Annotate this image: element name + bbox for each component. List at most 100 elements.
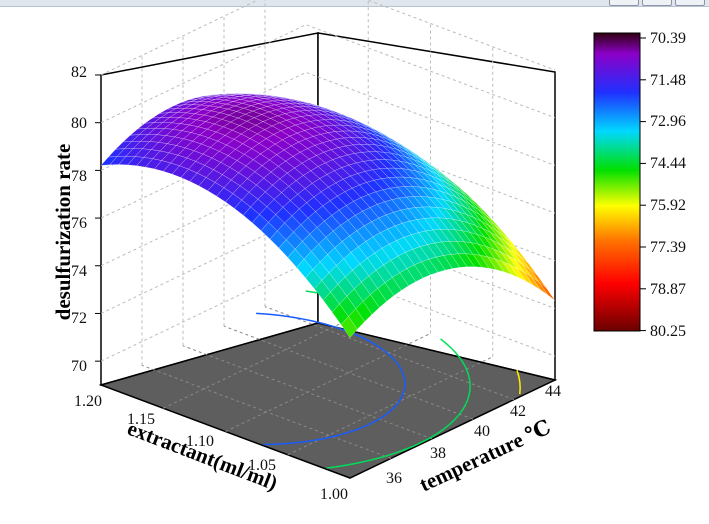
surface-cell bbox=[161, 116, 180, 124]
surface-cell bbox=[304, 182, 322, 198]
surface-cell bbox=[188, 96, 206, 101]
surface-cell bbox=[259, 106, 278, 113]
surface-cell bbox=[318, 105, 335, 112]
surface-cell bbox=[380, 140, 398, 150]
surface-cell bbox=[312, 134, 331, 144]
surface-cell bbox=[389, 147, 407, 158]
surface-cell bbox=[281, 102, 299, 108]
floor-gridline bbox=[141, 364, 392, 459]
y-tick-label: 42 bbox=[510, 403, 526, 420]
surface-cell bbox=[371, 168, 390, 179]
surface-cell bbox=[183, 132, 201, 142]
x-tick-label: 1.20 bbox=[74, 393, 102, 410]
surface-cell bbox=[352, 119, 369, 128]
surface-cell bbox=[382, 187, 400, 200]
z-tick-label: 76 bbox=[71, 215, 87, 232]
surface-cell bbox=[257, 191, 275, 207]
surface-cell bbox=[423, 172, 441, 185]
colorbar bbox=[593, 32, 641, 332]
surface-cell bbox=[472, 253, 490, 269]
surface-cell bbox=[355, 161, 374, 172]
surface-cell bbox=[330, 283, 348, 305]
surface-cell bbox=[242, 206, 260, 224]
surface-cell bbox=[224, 97, 241, 102]
colorbar-label: 80.25 bbox=[650, 323, 686, 340]
surface-cell bbox=[303, 103, 321, 109]
contour-line bbox=[516, 370, 521, 395]
surface-cell bbox=[282, 135, 300, 147]
surface-cell bbox=[264, 97, 281, 102]
surface-cell bbox=[415, 170, 434, 183]
surface-cell bbox=[172, 123, 191, 131]
surface-cell bbox=[234, 199, 251, 216]
window-button[interactable] bbox=[642, 0, 672, 6]
surface-cell bbox=[298, 202, 316, 219]
surface-cell bbox=[278, 239, 296, 258]
surface-cell bbox=[457, 203, 475, 218]
surface-cell bbox=[195, 153, 213, 166]
surface-cell bbox=[394, 222, 412, 238]
surface-cell bbox=[448, 241, 467, 255]
surface-cell bbox=[278, 119, 297, 128]
surface-cell bbox=[315, 205, 333, 222]
surface-cell bbox=[290, 106, 308, 112]
surface-cell bbox=[456, 241, 474, 255]
surface-cell bbox=[267, 143, 285, 155]
surface-cell bbox=[367, 144, 385, 153]
surface-cell bbox=[420, 196, 438, 208]
x-axis: 1.20 1.15 1.10 1.05 1.00 bbox=[74, 393, 348, 503]
surface-cell bbox=[328, 182, 346, 197]
surface-cell bbox=[359, 257, 377, 277]
surface-cell bbox=[330, 115, 347, 122]
surface-cell bbox=[396, 149, 414, 160]
surface-cell bbox=[355, 126, 373, 135]
surface-cell bbox=[377, 159, 396, 169]
surface-cell bbox=[305, 269, 323, 290]
floor-gridline bbox=[225, 333, 431, 432]
surface-cell bbox=[184, 104, 202, 109]
contour-line bbox=[326, 338, 471, 469]
surface-cell bbox=[256, 129, 275, 139]
surface-cell bbox=[433, 189, 452, 202]
surface-cell bbox=[466, 214, 483, 229]
surface-cell bbox=[284, 97, 301, 102]
surface-cell bbox=[339, 295, 357, 317]
surface-cell bbox=[398, 196, 416, 209]
window-button[interactable] bbox=[609, 0, 639, 6]
surface-cell bbox=[401, 145, 418, 157]
surface-cell bbox=[366, 252, 384, 271]
surface-cell bbox=[218, 144, 236, 156]
surface-cell bbox=[313, 191, 331, 207]
surface-cell bbox=[207, 182, 225, 197]
surface-cell bbox=[200, 137, 219, 148]
surface-cell bbox=[488, 225, 505, 242]
floor-contours bbox=[256, 290, 521, 469]
window-button[interactable] bbox=[675, 0, 705, 6]
surface-cell bbox=[495, 229, 513, 247]
surface-cell bbox=[326, 170, 344, 184]
surface-cell bbox=[340, 315, 358, 339]
surface-cell bbox=[292, 151, 310, 164]
surface-cell bbox=[411, 186, 429, 198]
surface-cell bbox=[291, 208, 309, 225]
surface-cell bbox=[144, 117, 162, 124]
surface-cell bbox=[436, 173, 454, 187]
x-tick-label: 1.05 bbox=[248, 457, 276, 474]
surface-cell bbox=[428, 256, 446, 273]
x-tick-label: 1.10 bbox=[186, 433, 214, 450]
x-tick-label: 1.00 bbox=[320, 486, 348, 503]
colorbar-label: 74.44 bbox=[650, 155, 686, 172]
surface-cell bbox=[362, 294, 380, 315]
surface-cell bbox=[435, 169, 452, 183]
floor-plane bbox=[98, 322, 558, 479]
surface-cell bbox=[262, 118, 281, 127]
surface-cell bbox=[273, 192, 291, 208]
surface-cell bbox=[392, 272, 409, 291]
surface-cell bbox=[217, 103, 236, 110]
colorbar-label: 78.87 bbox=[650, 281, 686, 298]
surface-cell bbox=[176, 108, 195, 114]
surface-cell bbox=[210, 106, 229, 113]
window-top-bar bbox=[0, 0, 709, 7]
surface-cell bbox=[494, 224, 511, 241]
surface-cell bbox=[350, 246, 368, 265]
